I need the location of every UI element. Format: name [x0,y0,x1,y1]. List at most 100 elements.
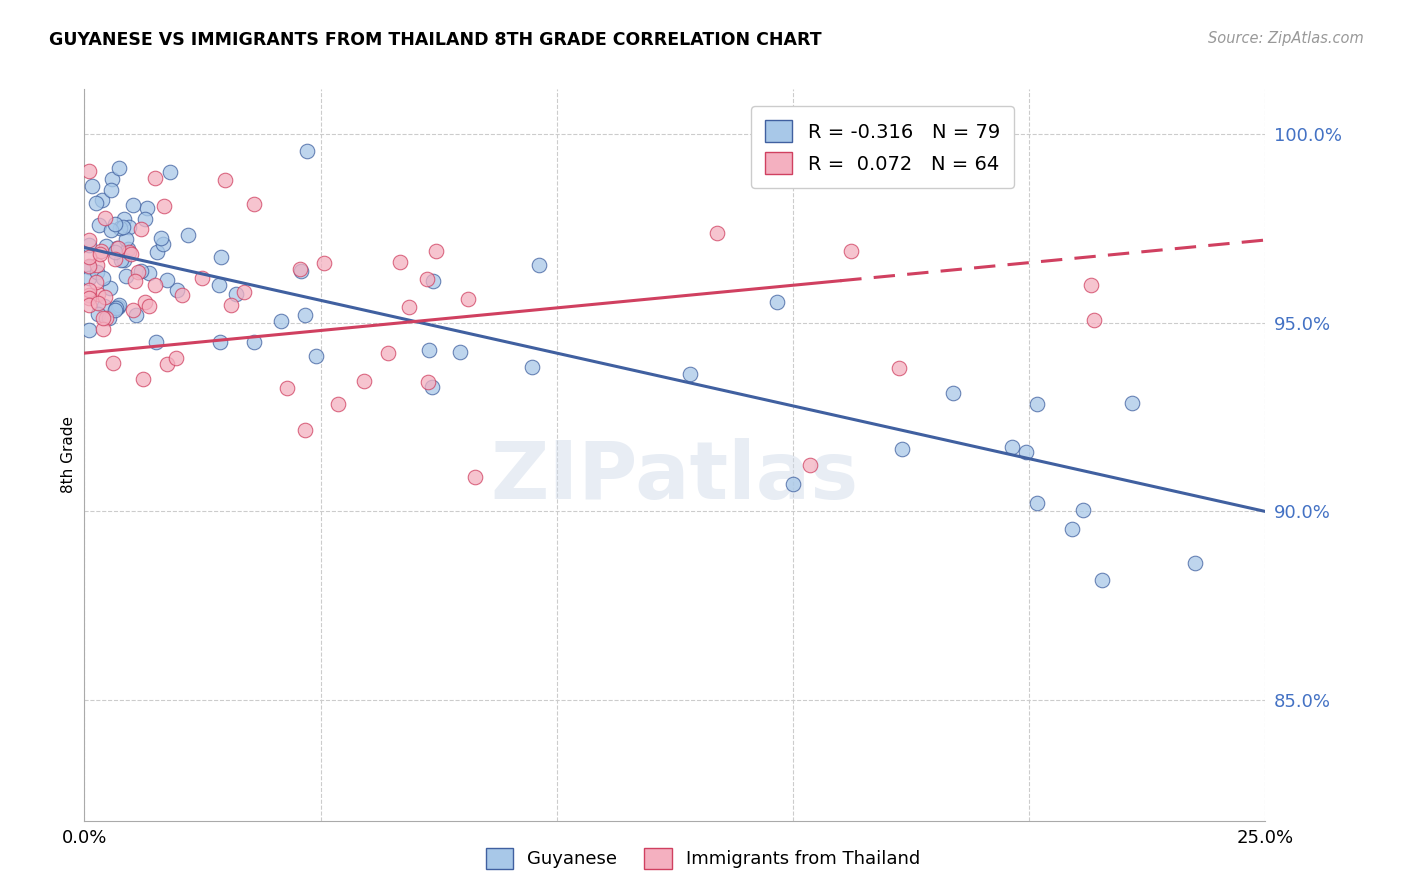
Point [129,222,152,236]
Point [93,211,115,225]
Point [89,247,111,261]
Point [132,372,155,386]
Point [799,458,821,472]
Point [125,308,148,322]
Point [112,211,135,226]
Point [887,361,910,376]
Point [208,278,231,293]
Point [77,238,100,252]
Point [176,227,198,242]
Point [353,374,375,388]
Point [149,231,172,245]
Point [110,253,132,268]
Point [288,262,311,277]
Point [77,287,100,301]
Point [103,245,125,260]
Point [145,278,167,293]
Point [90,244,112,258]
Point [1080,277,1102,292]
Point [172,288,194,302]
Point [294,308,316,322]
Point [101,356,124,370]
Point [270,314,292,328]
Point [121,303,143,318]
Point [166,283,188,297]
Point [86,265,108,279]
Point [422,274,444,288]
Point [77,291,100,305]
Point [77,164,100,178]
Point [77,271,100,285]
Point [77,250,100,264]
Point [191,270,214,285]
Point [91,310,114,325]
Point [77,283,100,297]
Point [165,351,187,365]
Point [416,375,439,389]
Point [225,287,247,301]
Point [100,183,122,197]
Point [96,311,118,326]
Point [107,241,129,255]
Point [221,298,243,312]
Point [108,298,131,312]
Point [98,281,121,295]
Point [1015,445,1038,459]
Point [107,301,129,315]
Point [87,287,110,301]
Y-axis label: 8th Grade: 8th Grade [60,417,76,493]
Point [209,250,232,264]
Point [77,233,100,247]
Point [107,161,129,176]
Point [377,346,399,360]
Point [84,275,107,289]
Point [146,244,169,259]
Point [1184,557,1206,571]
Point [104,217,127,231]
Point [159,164,181,178]
Point [418,343,440,358]
Point [304,349,326,363]
Point [152,199,174,213]
Point [890,442,912,456]
Point [1083,313,1105,327]
Point [679,367,702,381]
Point [276,381,298,395]
Point [529,258,551,272]
Point [118,219,141,234]
Point [841,244,863,258]
Point [425,244,447,258]
Point [326,397,349,411]
Point [124,274,146,288]
Point [77,259,100,273]
Point [156,273,179,287]
Point [94,239,117,253]
Point [77,298,100,312]
Point [77,323,100,337]
Point [112,252,135,267]
Point [706,226,728,240]
Point [120,247,142,261]
Point [89,218,111,232]
Point [87,296,110,310]
Point [782,477,804,491]
Point [118,244,141,259]
Point [86,258,108,272]
Point [464,470,486,484]
Point [243,197,266,211]
Point [457,292,479,306]
Point [145,334,167,349]
Point [93,299,115,313]
Point [290,264,312,278]
Point [131,264,153,278]
Point [136,201,159,215]
Point [91,193,114,207]
Point [87,307,110,321]
Point [314,255,336,269]
Point [138,299,160,313]
Point [1025,397,1047,411]
Point [121,198,143,212]
Point [115,232,138,246]
Point [1001,440,1024,454]
Point [295,145,318,159]
